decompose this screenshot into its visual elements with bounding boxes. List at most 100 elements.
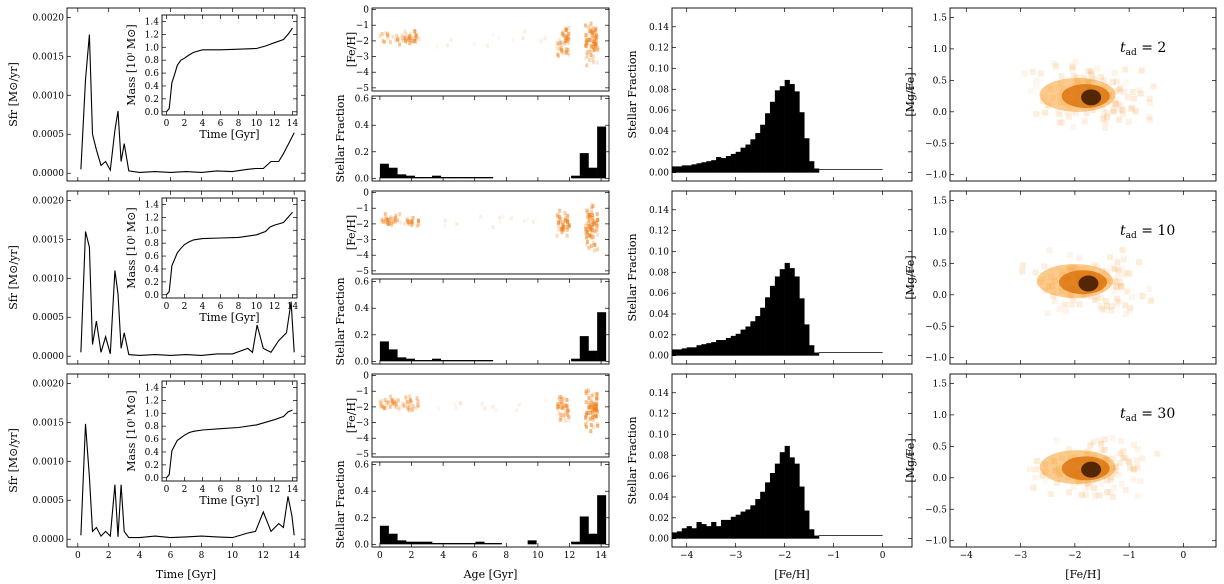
feh-age-point <box>583 415 587 420</box>
x-tick-label: 10 <box>251 302 263 312</box>
feh-age-point <box>491 32 495 37</box>
feh-age-point <box>415 223 419 228</box>
feh-age-point <box>564 215 568 220</box>
y-tick-label: 0.0 <box>145 291 160 301</box>
mgfe-cell <box>1110 265 1117 272</box>
feh-age-point <box>408 402 412 407</box>
y-tick-label: 0.0 <box>145 108 160 118</box>
feh-age-point <box>449 38 453 43</box>
feh-age-point <box>587 218 591 223</box>
mgfe-cell <box>1104 114 1111 121</box>
x-tick-label: 10 <box>251 485 263 495</box>
mgfe-cell <box>1037 70 1044 77</box>
y-tick-label: −1.0 <box>925 171 947 181</box>
feh-age-point <box>561 227 565 232</box>
mgfe-cell <box>1115 273 1122 280</box>
feh-age-point <box>559 216 563 221</box>
feh-hist-bar <box>725 337 732 356</box>
y-tick-label: −0.5 <box>925 139 947 149</box>
feh-age-point <box>588 24 592 29</box>
feh-hist-bar <box>769 101 776 173</box>
feh-age-point <box>388 40 392 45</box>
mgfe-cell <box>1110 494 1117 501</box>
feh-hist-bar <box>784 262 790 356</box>
feh-age-point <box>407 219 411 224</box>
feh-age-point <box>395 33 399 38</box>
feh-age-point <box>588 50 592 55</box>
feh-age-point <box>587 218 591 223</box>
feh-age-ylabel: [Fe/H] <box>345 215 358 250</box>
mgfe-core-peak <box>1078 275 1099 292</box>
feh-age-point <box>413 29 417 34</box>
mgfe-cell <box>1101 76 1108 83</box>
mgfe-cell <box>1115 100 1122 107</box>
age-hist-ylabel: Stellar Fraction <box>334 460 347 548</box>
sfr-panel: 0 2 4 6 8 10 12 140.00000.00050.00100.00150.002… <box>7 373 306 561</box>
mgfe-cell <box>1030 484 1037 491</box>
feh-age-point <box>591 215 595 220</box>
y-tick-label: 0.0 <box>933 291 948 301</box>
feh-age-point <box>414 33 418 38</box>
mgfe-cell <box>1026 466 1033 473</box>
feh-age-point <box>498 220 502 225</box>
feh-age-point <box>560 401 564 406</box>
mass-inset-frame <box>161 14 298 116</box>
y-tick-label: 0.08 <box>649 268 669 278</box>
feh-age-point <box>556 213 560 218</box>
mgfe-cell <box>1065 113 1072 120</box>
feh-age-point <box>401 38 405 43</box>
feh-age-point <box>560 49 564 54</box>
feh-age-point <box>593 248 597 253</box>
feh-age-point <box>587 245 591 250</box>
feh-age-point <box>595 221 599 226</box>
feh-hist-bar <box>676 166 683 173</box>
feh-age-point <box>589 408 593 413</box>
feh-age-point <box>557 46 561 51</box>
feh-age-point <box>585 63 589 68</box>
feh-age-point <box>566 222 570 227</box>
feh-age-point <box>592 417 596 422</box>
feh-age-point <box>559 47 563 52</box>
feh-age-point <box>409 398 413 403</box>
feh-age-point <box>396 37 400 42</box>
mgfe-cell <box>1054 479 1061 486</box>
feh-age-point <box>407 408 411 413</box>
mgfe-cell <box>1051 60 1058 67</box>
feh-age-point <box>589 400 593 405</box>
feh-age-point <box>455 221 459 226</box>
mgfe-cell <box>1092 492 1099 499</box>
x-tick-label: 4 <box>200 302 206 312</box>
mgfe-cell <box>1115 87 1122 94</box>
y-tick-label: 0.0000 <box>33 169 65 179</box>
feh-age-point <box>592 405 596 410</box>
y-tick-label: 0.6 <box>145 69 160 79</box>
feh-age-point <box>595 414 599 419</box>
mgfe-cell <box>1101 112 1108 119</box>
feh-age-point <box>517 402 521 407</box>
mgfe-cell <box>1118 438 1125 445</box>
age-hist-panel-frame <box>371 461 610 548</box>
mgfe-cell <box>1039 472 1046 479</box>
y-tick-label: 0.04 <box>649 310 669 320</box>
mgfe-cell <box>1098 447 1105 454</box>
mgfe-cell <box>1087 441 1094 448</box>
feh-age-point <box>596 45 600 50</box>
feh-age-point <box>442 223 446 228</box>
mgfe-cell <box>1069 63 1076 70</box>
mgfe-cell <box>1111 288 1118 295</box>
feh-age-point <box>592 242 596 247</box>
age-hist-bar <box>475 541 485 545</box>
mgfe-cell <box>1076 255 1083 262</box>
feh-age-point <box>557 411 561 416</box>
feh-age-point <box>403 38 407 43</box>
mgfe-cell <box>1109 79 1116 86</box>
feh-age-point <box>561 222 565 227</box>
age-hist-bar <box>405 358 415 362</box>
feh-age-point <box>387 400 391 405</box>
y-tick-label: 0.0000 <box>33 352 65 362</box>
feh-hist-bar <box>730 516 736 539</box>
age-hist-bar <box>449 360 459 362</box>
feh-age-point <box>557 404 561 409</box>
mass-ylabel: Mass [10ⁱ M⊙] <box>125 207 138 288</box>
feh-age-point <box>556 402 560 407</box>
